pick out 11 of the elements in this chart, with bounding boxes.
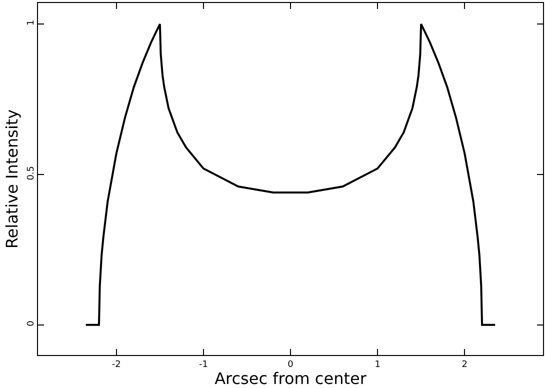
x-tick-label: -1 — [198, 360, 208, 370]
x-tick-label: 0 — [288, 360, 294, 370]
x-tick-label: 2 — [462, 360, 468, 370]
y-tick-label: 1 — [26, 20, 36, 26]
line-series — [84, 23, 496, 326]
x-tick-label: 1 — [374, 360, 380, 370]
x-tick-label: -2 — [112, 360, 121, 370]
x-axis-title: Arcsec from center — [214, 369, 367, 388]
y-tick-label: 0.5 — [26, 166, 36, 180]
y-axis-title: Relative Intensity — [2, 109, 22, 249]
y-tick-label: 0 — [26, 320, 36, 326]
